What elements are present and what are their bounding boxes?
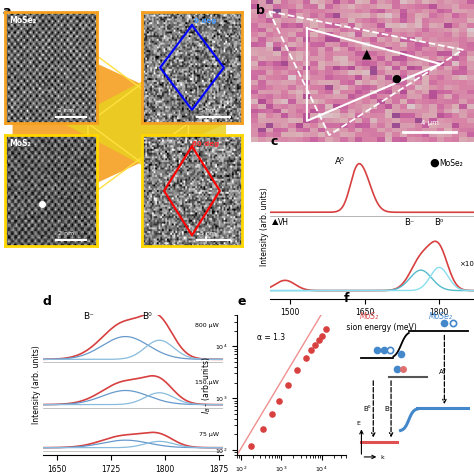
Point <box>315 337 323 344</box>
Point <box>302 354 310 362</box>
Point <box>311 341 319 349</box>
Point <box>308 346 315 354</box>
Y-axis label: Intensity (arb. units): Intensity (arb. units) <box>260 187 269 266</box>
Text: MoSe₂: MoSe₂ <box>9 16 36 25</box>
Text: E: E <box>356 421 361 426</box>
Text: 0 deg: 0 deg <box>194 18 216 24</box>
Text: 75 μW: 75 μW <box>199 432 219 437</box>
Point <box>259 425 267 432</box>
X-axis label: Emission energy (meV): Emission energy (meV) <box>328 323 417 332</box>
Text: d: d <box>43 295 52 308</box>
Text: k: k <box>380 455 384 460</box>
Text: MoSe₂: MoSe₂ <box>429 312 453 321</box>
Text: f: f <box>344 292 349 305</box>
Text: c: c <box>270 135 278 148</box>
Polygon shape <box>63 37 226 210</box>
Point <box>322 325 330 332</box>
Text: 800 μW: 800 μW <box>195 323 219 328</box>
Text: ●: ● <box>391 73 401 83</box>
Text: ▲: ▲ <box>272 217 279 226</box>
Text: a: a <box>2 5 11 18</box>
Text: 5 nm: 5 nm <box>200 108 216 113</box>
Point <box>318 332 326 339</box>
Text: VH: VH <box>278 218 289 227</box>
Text: B⁻: B⁻ <box>384 406 392 412</box>
Text: ●: ● <box>429 157 439 167</box>
Text: 2 nm: 2 nm <box>58 108 74 113</box>
Text: ×10: ×10 <box>459 262 474 267</box>
Point <box>293 366 301 374</box>
Y-axis label: Intensity (arb. units): Intensity (arb. units) <box>32 346 41 425</box>
Point <box>276 397 283 404</box>
Text: MoS₂: MoS₂ <box>360 312 379 321</box>
Polygon shape <box>12 25 226 222</box>
Point <box>284 381 292 389</box>
Text: A⁰: A⁰ <box>335 157 345 166</box>
Text: 4 μm: 4 μm <box>420 120 438 126</box>
Text: B⁰: B⁰ <box>142 312 152 321</box>
Text: 2 nm: 2 nm <box>58 231 74 237</box>
Text: B⁻: B⁻ <box>404 218 415 227</box>
Point <box>247 442 255 450</box>
Text: B⁰: B⁰ <box>364 406 371 412</box>
Text: b: b <box>255 4 264 17</box>
Text: MoS₂: MoS₂ <box>9 139 31 148</box>
Text: MoSe₂: MoSe₂ <box>439 159 463 168</box>
Text: B⁻: B⁻ <box>83 312 94 321</box>
Text: ▲: ▲ <box>362 47 372 61</box>
Text: α = 1.3: α = 1.3 <box>256 333 285 342</box>
Text: 60 deg: 60 deg <box>192 141 219 147</box>
Y-axis label: $I_{B^-}$ (arb. units): $I_{B^-}$ (arb. units) <box>201 356 213 414</box>
Text: 150 μW: 150 μW <box>195 380 219 385</box>
Point <box>269 410 276 418</box>
Text: B⁰: B⁰ <box>434 218 444 227</box>
Text: A⁰: A⁰ <box>438 368 446 374</box>
Text: e: e <box>237 295 246 308</box>
Text: 5 nm: 5 nm <box>200 231 216 237</box>
